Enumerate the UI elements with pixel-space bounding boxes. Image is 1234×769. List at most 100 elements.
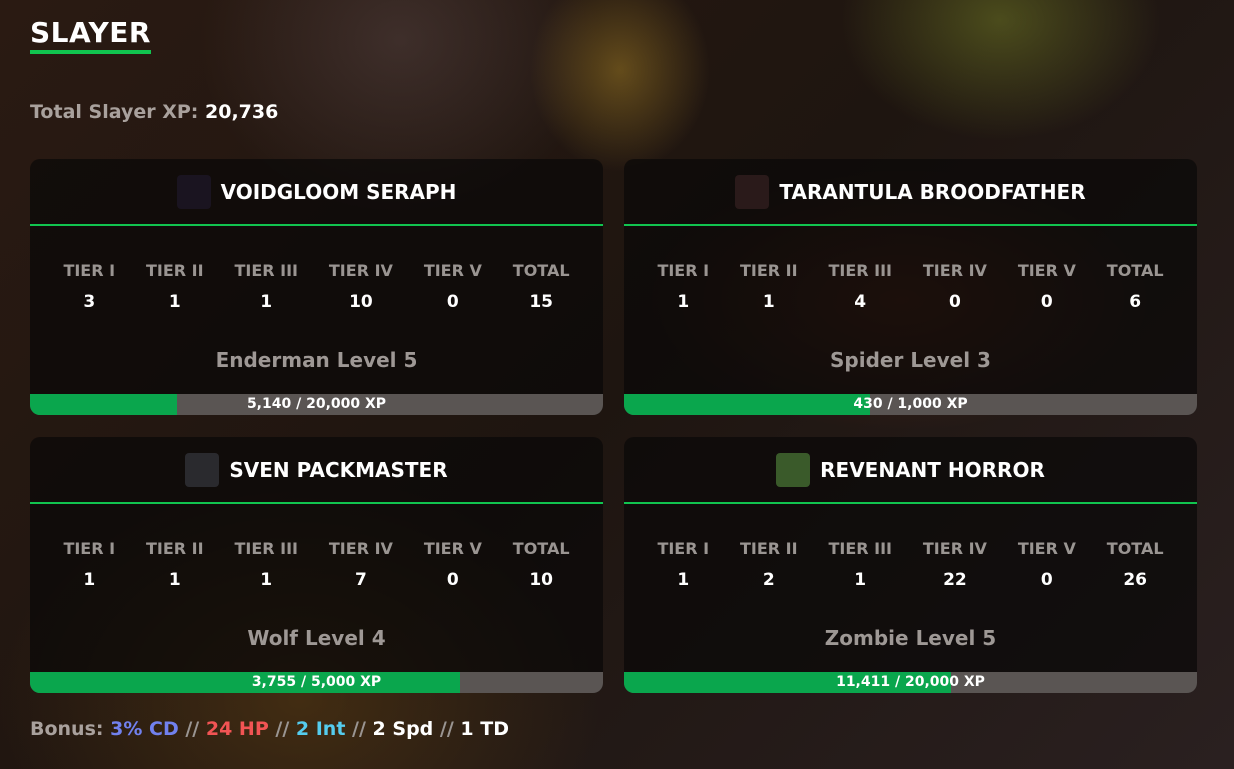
- tier-column: TIER IV 22: [923, 539, 987, 590]
- tier-label: TIER IV: [922, 539, 987, 558]
- page-title: SLAYER: [30, 16, 151, 54]
- xp-progress-bar: 5,140 / 20,000 XP: [30, 394, 603, 415]
- zombie-head-icon: [776, 452, 811, 487]
- tier-value: 6: [1129, 292, 1142, 312]
- tier-value: 3: [83, 292, 96, 312]
- tier-column: TIER I 3: [63, 261, 115, 312]
- spider-head-icon: [735, 174, 770, 209]
- enderman-head-icon: [176, 174, 211, 209]
- bonus-separator: //: [275, 718, 290, 740]
- xp-progress-fill: [624, 672, 951, 693]
- tier-column: TIER II 1: [146, 539, 204, 590]
- tier-value: 2: [762, 570, 775, 590]
- total-slayer-xp: Total Slayer XP: 20,736: [30, 101, 279, 123]
- tier-value: 0: [1040, 570, 1053, 590]
- tier-column: TIER III 1: [828, 539, 892, 590]
- xp-progress-bar: 11,411 / 20,000 XP: [624, 672, 1197, 693]
- card-header: REVENANT HORROR: [624, 437, 1197, 504]
- tier-value: 10: [349, 292, 373, 312]
- tier-label: TIER IV: [328, 539, 393, 558]
- tier-column: TIER I 1: [657, 261, 709, 312]
- xp-progress-fill: [30, 672, 461, 693]
- slayer-level: Zombie Level 5: [824, 626, 997, 650]
- tier-value: 15: [529, 292, 553, 312]
- tier-column: TOTAL 26: [1107, 539, 1164, 590]
- slayer-level: Enderman Level 5: [215, 348, 418, 372]
- tier-value: 10: [529, 570, 553, 590]
- bonus-separator: //: [352, 718, 366, 740]
- tier-value: 0: [446, 570, 459, 590]
- card-header: SVEN PACKMASTER: [30, 437, 603, 504]
- tier-label: TIER II: [145, 539, 204, 558]
- tier-column: TIER IV 10: [329, 261, 393, 312]
- tier-column: TIER V 0: [424, 539, 482, 590]
- slayer-level: Spider Level 3: [830, 348, 991, 372]
- tier-label: TIER I: [657, 539, 710, 558]
- tier-label: TIER V: [423, 261, 482, 280]
- tier-value: 1: [854, 570, 867, 590]
- tier-value: 1: [168, 570, 181, 590]
- tier-label: TIER III: [234, 539, 298, 558]
- card-header: TARANTULA BROODFATHER: [624, 159, 1197, 226]
- tier-value: 1: [677, 570, 690, 590]
- xp-progress-fill: [30, 394, 178, 415]
- tier-label: TIER II: [739, 261, 798, 280]
- tier-label: TIER I: [63, 539, 116, 558]
- wolf-head-icon: [185, 452, 220, 487]
- card-header: VOIDGLOOM SERAPH: [30, 159, 603, 226]
- tier-value: 1: [260, 570, 273, 590]
- tier-column: TIER II 1: [146, 261, 204, 312]
- tier-value: 26: [1123, 570, 1147, 590]
- tier-label: TIER II: [739, 539, 798, 558]
- tier-column: TIER III 1: [234, 539, 298, 590]
- tier-value: 0: [1040, 292, 1053, 312]
- xp-progress-text: 5,140 / 20,000 XP: [246, 396, 387, 412]
- bonus-separator: //: [439, 718, 454, 740]
- tier-label: TOTAL: [512, 539, 570, 558]
- tier-label: TIER I: [657, 261, 710, 280]
- tier-value: 1: [168, 292, 181, 312]
- bonus-item: 2 Spd: [372, 718, 434, 740]
- slayer-card: REVENANT HORROR TIER I 1 TIER II 2 TIER III 1…: [624, 437, 1197, 693]
- tier-column: TIER I 1: [63, 539, 115, 590]
- tier-column: TOTAL 15: [513, 261, 570, 312]
- xp-progress-fill: [624, 394, 871, 415]
- tier-label: TOTAL: [512, 261, 570, 280]
- xp-progress-bar: 430 / 1,000 XP: [624, 394, 1197, 415]
- slayer-level: Wolf Level 4: [247, 626, 386, 650]
- tier-label: TIER V: [1017, 261, 1076, 280]
- bonus-separator: //: [185, 718, 200, 740]
- xp-progress-bar: 3,755 / 5,000 XP: [30, 672, 603, 693]
- tier-value: 1: [83, 570, 96, 590]
- slayer-name: VOIDGLOOM SERAPH: [220, 179, 457, 204]
- tier-value: 1: [677, 292, 690, 312]
- tier-value: 1: [762, 292, 775, 312]
- tier-label: TIER V: [423, 539, 482, 558]
- tier-value: 7: [354, 570, 367, 590]
- tier-column: TIER V 0: [1018, 261, 1076, 312]
- slayer-name: REVENANT HORROR: [820, 457, 1045, 482]
- xp-progress-text: 11,411 / 20,000 XP: [836, 674, 985, 690]
- slayer-card: TARANTULA BROODFATHER TIER I 1 TIER II 1 TIE…: [624, 159, 1197, 415]
- tier-column: TOTAL 6: [1107, 261, 1164, 312]
- tier-column: TIER III 4: [828, 261, 892, 312]
- slayer-name: TARANTULA BROODFATHER: [779, 179, 1086, 204]
- xp-progress-text: 3,755 / 5,000 XP: [251, 674, 382, 690]
- bonus-summary: Bonus: 3% CD // 24 HP // 2 Int // 2 Spd …: [30, 718, 509, 740]
- tier-label: TOTAL: [1106, 539, 1164, 558]
- bonus-item: 3% CD: [110, 718, 179, 740]
- tier-column: TIER I 1: [657, 539, 709, 590]
- tier-value: 4: [854, 292, 867, 312]
- tier-column: TOTAL 10: [513, 539, 570, 590]
- tier-column: TIER II 2: [740, 539, 798, 590]
- tier-label: TIER V: [1017, 539, 1076, 558]
- tier-label: TIER III: [828, 539, 892, 558]
- tier-label: TOTAL: [1106, 261, 1164, 280]
- tier-value: 22: [943, 570, 967, 590]
- bonus-item: 1 TD: [460, 718, 509, 740]
- tier-value: 1: [260, 292, 273, 312]
- tier-label: TIER I: [63, 261, 116, 280]
- total-xp-value: 20,736: [205, 101, 279, 123]
- tier-label: TIER III: [234, 261, 298, 280]
- slayer-card: VOIDGLOOM SERAPH TIER I 3 TIER II 1 TIER III…: [30, 159, 603, 415]
